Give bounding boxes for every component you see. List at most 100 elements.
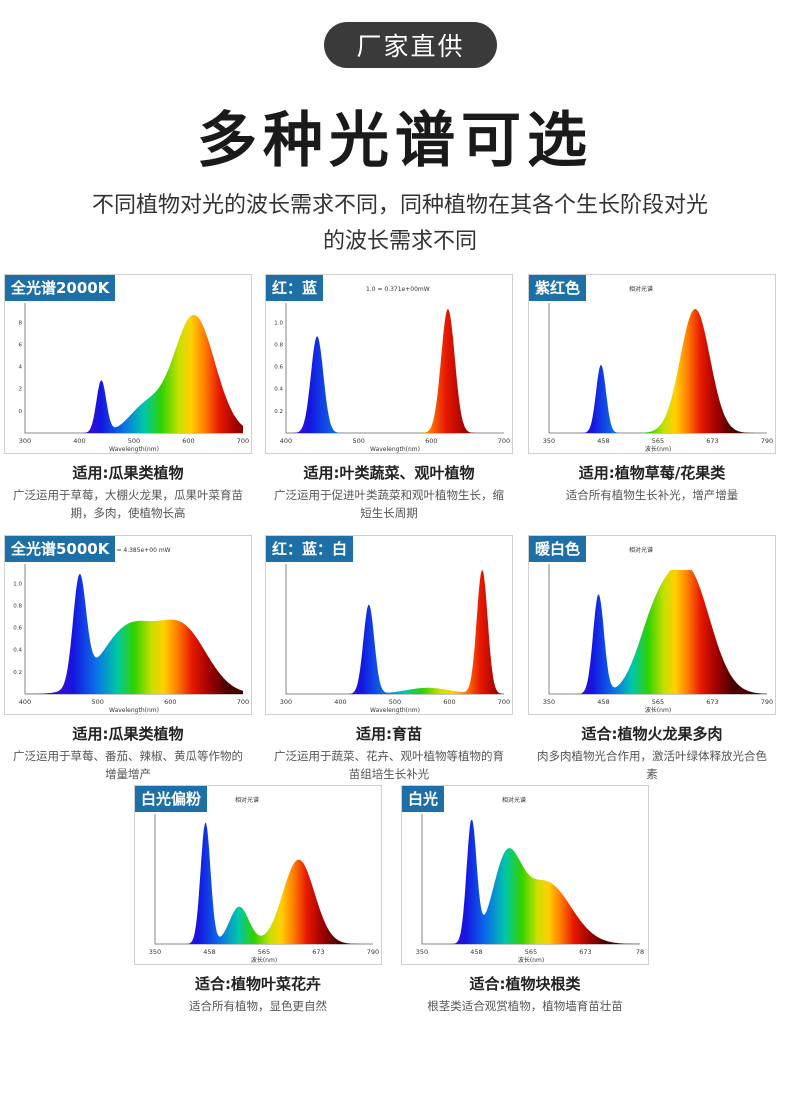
spectrum-title-tag: 暖白色	[529, 536, 587, 562]
spectrum-area	[549, 309, 767, 433]
subtitle-line-1: 不同植物对光的波长需求不同，同种植物在其各个生长阶段对光	[91, 193, 708, 218]
spectrum-panel: 350 458 565 673 790 波长(nm) 相对光谱 紫红色	[528, 274, 776, 454]
spectrum-panel: 400 500 600 700 0.2 0.4 0.6 0.8 1.0 Wavelength(nm…	[4, 535, 252, 715]
x-tick-label: 500	[352, 437, 364, 445]
x-tick-label: 600	[182, 437, 194, 445]
spectrum-chart: 300 400 500 600 700 Wavelength(nm)	[280, 564, 510, 714]
x-axis-label: Wavelength(nm)	[370, 446, 420, 453]
y-tick-label: 0.6	[274, 365, 283, 371]
spectrum-caption: 适合:植物叶菜花卉 适合所有植物，显色更自然	[128, 973, 388, 1015]
spectrum-title-tag: 红：蓝	[266, 275, 324, 301]
spectrum-area	[155, 822, 373, 944]
chart-annotation: 1.0 = 4.385e+00 mW	[105, 547, 171, 554]
x-tick-label: 565	[525, 948, 537, 956]
usage-description: 适合所有植物生长补光，增产增量	[565, 488, 739, 502]
spectrum-chart: 400 500 600 700 0.2 0.4 0.6 0.8 1.0 Wavelength(nm…	[13, 547, 249, 714]
suitable-plants-label: 适合:植物火龙果多肉	[581, 725, 723, 743]
page-title: 多种光谱可选	[197, 106, 593, 176]
usage-description: 广泛运用于蔬菜、花卉、观叶植物等植物的育苗组培生长补光	[274, 749, 504, 781]
x-tick-label: 78	[636, 948, 644, 956]
x-tick-label: 400	[280, 437, 292, 445]
y-tick-label: 0	[19, 409, 23, 415]
x-tick-label: 565	[652, 698, 664, 706]
y-tick-label: 0.6	[13, 626, 22, 632]
usage-description: 广泛运用于草莓、番茄、辣椒、黄瓜等作物的增量增产	[13, 749, 243, 781]
x-tick-label: 600	[164, 698, 176, 706]
spectrum-title-tag: 红：蓝：白	[266, 536, 354, 562]
x-tick-label: 600	[425, 437, 437, 445]
x-axis-label: 波长(nm)	[645, 706, 671, 714]
chart-axes	[548, 303, 767, 434]
usage-description: 根茎类适合观赏植物，植物墙育苗壮苗	[427, 999, 623, 1013]
spectrum-title-tag: 白光	[402, 786, 445, 812]
y-tick-label: 8	[19, 320, 23, 326]
x-tick-label: 600	[443, 698, 455, 706]
x-tick-label: 673	[706, 437, 718, 445]
spectrum-caption: 适用:植物草莓/花果类 适合所有植物生长补光，增产增量	[522, 462, 782, 504]
y-tick-label: 0.8	[274, 342, 283, 348]
suitable-plants-label: 适用:瓜果类植物	[72, 725, 184, 743]
x-tick-label: 700	[237, 698, 249, 706]
spectrum-caption: 适用:瓜果类植物广泛运用于草莓、番茄、辣椒、黄瓜等作物的增量增产	[0, 723, 258, 783]
chart-annotation: 相对光谱	[502, 796, 526, 804]
spectrum-area	[286, 309, 504, 433]
spectrum-chart: 300 400 500 600 700 0 2 4 6 8 Wavelength(nm)	[19, 303, 249, 453]
spectrum-area	[25, 574, 243, 694]
subtitle-line-2: 的波长需求不同	[322, 229, 477, 254]
chart-annotation: 相对光谱	[235, 796, 259, 804]
x-axis-label: 波长(nm)	[251, 956, 277, 964]
x-tick-label: 790	[761, 437, 773, 445]
x-tick-label: 700	[498, 437, 510, 445]
x-tick-label: 500	[128, 437, 140, 445]
suitable-plants-label: 适用:育苗	[356, 725, 422, 743]
spectrum-area	[25, 314, 243, 433]
spectrum-area	[286, 570, 504, 694]
spectrum-area	[422, 820, 640, 944]
spectrum-chart: 350 458 565 673 790 波长(nm) 相对光谱	[149, 796, 379, 964]
x-tick-label: 300	[280, 698, 292, 706]
x-tick-label: 350	[543, 698, 555, 706]
spectrum-panel: 350 458 565 673 790 波长(nm) 相对光谱 暖白色	[528, 535, 776, 715]
x-tick-label: 458	[470, 948, 482, 956]
x-axis-label: 波长(nm)	[518, 956, 544, 964]
y-tick-label: 1.0	[274, 320, 283, 326]
x-axis-label: Wavelength(nm)	[370, 707, 420, 714]
spectrum-title-tag: 全光谱2000K	[5, 275, 116, 301]
chart-annotation: 1.0 = 0.371e+00mW	[366, 286, 430, 293]
x-tick-label: 458	[597, 698, 609, 706]
spectrum-caption: 适合:植物火龙果多肉 肉多肉植物光合作用，激活叶绿体释放光合色素	[522, 723, 782, 783]
y-tick-label: 0.4	[13, 648, 22, 654]
spectrum-title-tag: 全光谱5000K	[5, 536, 116, 562]
x-tick-label: 300	[19, 437, 31, 445]
suitable-plants-label: 适合:植物叶菜花卉	[195, 975, 321, 993]
x-axis-label: Wavelength(nm)	[109, 707, 159, 714]
spectrum-chart: 350 458 565 673 790 波长(nm) 相对光谱	[543, 546, 773, 714]
x-tick-label: 673	[312, 948, 324, 956]
x-tick-label: 565	[258, 948, 270, 956]
spectrum-title-tag: 紫红色	[529, 275, 587, 301]
chart-annotation: 相对光谱	[629, 285, 653, 293]
x-tick-label: 700	[237, 437, 249, 445]
x-tick-label: 565	[652, 437, 664, 445]
spectrum-caption: 适用:瓜果类植物 广泛运用于草莓，大棚火龙果，瓜果叶菜育苗期，多肉，使植物长高	[0, 462, 258, 522]
spectrum-chart: 350 458 565 673 790 波长(nm) 相对光谱	[543, 285, 773, 453]
x-tick-label: 350	[416, 948, 428, 956]
spectrum-area	[549, 570, 767, 694]
spectrum-caption: 适用:育苗广泛运用于蔬菜、花卉、观叶植物等植物的育苗组培生长补光	[259, 723, 519, 783]
spectrum-caption: 适合:植物块根类根茎类适合观赏植物，植物墙育苗壮苗	[395, 973, 655, 1015]
spectrum-panel: 350 458 565 673 78 波长(nm) 相对光谱 白光	[401, 785, 649, 965]
y-tick-label: 4	[19, 365, 23, 371]
factory-direct-badge: 厂家直供	[324, 22, 497, 68]
x-tick-label: 500	[91, 698, 103, 706]
x-tick-label: 400	[334, 698, 346, 706]
x-tick-label: 673	[579, 948, 591, 956]
x-tick-label: 350	[149, 948, 161, 956]
y-tick-label: 0.2	[13, 670, 22, 676]
y-tick-label: 0.8	[13, 603, 22, 609]
suitable-plants-label: 适合:植物块根类	[469, 975, 581, 993]
page-subtitle: 不同植物对光的波长需求不同，同种植物在其各个生长阶段对光 的波长需求不同	[40, 188, 760, 260]
x-tick-label: 790	[367, 948, 379, 956]
x-tick-label: 500	[389, 698, 401, 706]
x-tick-label: 400	[19, 698, 31, 706]
x-tick-label: 700	[498, 698, 510, 706]
